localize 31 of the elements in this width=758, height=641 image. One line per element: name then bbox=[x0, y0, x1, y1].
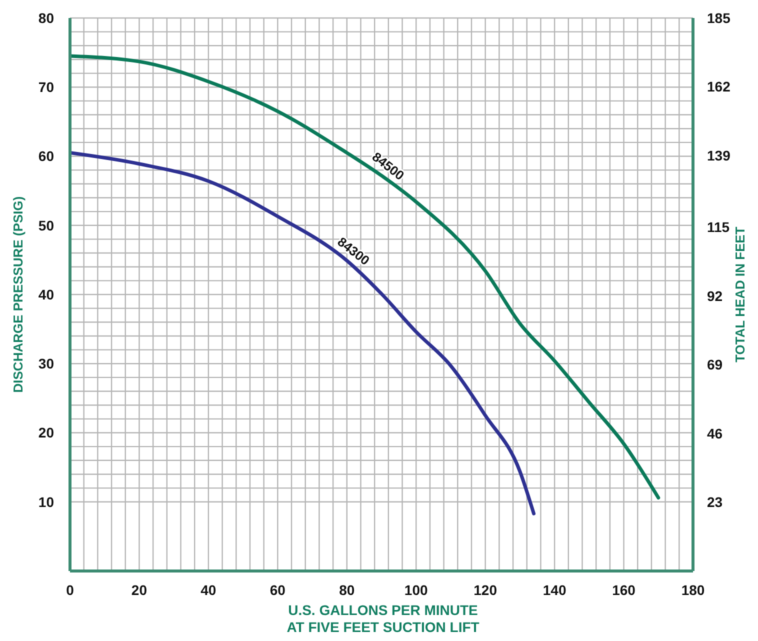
y-tick-label: 50 bbox=[38, 217, 54, 234]
x-tick-label: 180 bbox=[681, 582, 705, 598]
y2-tick-label: 115 bbox=[707, 219, 730, 236]
y-tick-label: 60 bbox=[38, 148, 54, 164]
x-tick-label: 40 bbox=[200, 582, 216, 598]
y2-axis-title: TOTAL HEAD IN FEET bbox=[732, 226, 748, 362]
y2-tick-label: 92 bbox=[707, 288, 723, 304]
y-tick-label: 20 bbox=[38, 424, 54, 441]
x-tick-label: 140 bbox=[542, 582, 566, 598]
y-axis-title: DISCHARGE PRESSURE (PSIG) bbox=[10, 196, 26, 393]
y2-tick-label: 139 bbox=[707, 147, 731, 164]
y2-tick-label: 69 bbox=[707, 356, 723, 373]
x-tick-label: 80 bbox=[339, 582, 355, 598]
x-tick-label: 100 bbox=[404, 582, 428, 598]
y2-tick-label: 185 bbox=[707, 10, 731, 26]
x-tick-label: 120 bbox=[474, 582, 498, 598]
y2-tick-label: 162 bbox=[707, 78, 731, 95]
y-tick-label: 40 bbox=[38, 286, 54, 302]
y-tick-label: 70 bbox=[38, 79, 54, 96]
line-series bbox=[70, 54, 660, 500]
y2-tick-label: 23 bbox=[707, 494, 723, 510]
x-axis-title: U.S. GALLONS PER MINUTE AT FIVE FEET SUCTION LIFT bbox=[286, 602, 480, 636]
x-tick-label: 160 bbox=[612, 582, 636, 598]
y2-tick-label: 46 bbox=[707, 425, 723, 442]
x-tick-label: 60 bbox=[270, 582, 286, 598]
y-tick-label: 30 bbox=[38, 356, 54, 372]
y-tick-label: 80 bbox=[38, 10, 54, 26]
line-series bbox=[70, 151, 536, 516]
y-tick-label: 10 bbox=[38, 494, 54, 510]
x-tick-label: 20 bbox=[131, 582, 148, 598]
x-tick-label: 0 bbox=[66, 582, 74, 598]
